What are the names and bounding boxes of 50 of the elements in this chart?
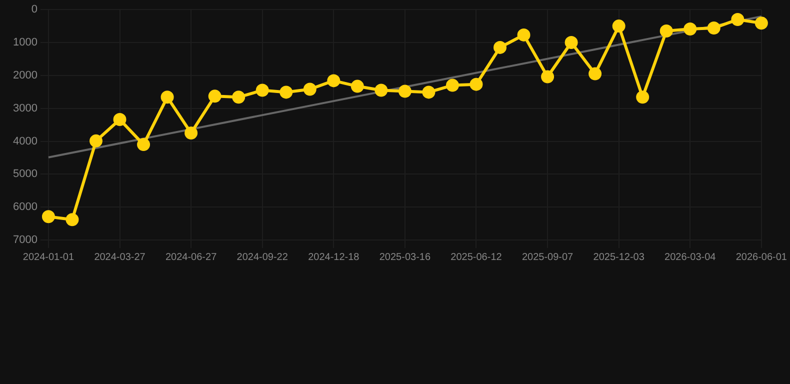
point	[564, 36, 578, 50]
point	[208, 90, 222, 103]
x-tick-label: 2025-09-07	[522, 252, 574, 263]
point	[754, 16, 768, 30]
point	[350, 80, 364, 93]
point	[256, 84, 269, 97]
point	[494, 40, 507, 54]
point	[470, 78, 483, 91]
point	[90, 134, 102, 148]
point	[280, 86, 293, 99]
point	[707, 22, 720, 35]
x-tick-label: 2024-06-27	[165, 252, 218, 263]
point	[731, 12, 744, 26]
point	[137, 138, 150, 152]
y-tick-label: 5000	[12, 168, 38, 180]
point	[612, 20, 626, 33]
y-tick-label: 3000	[12, 102, 38, 114]
point	[398, 84, 412, 98]
y-tick-label: 4000	[12, 135, 38, 148]
x-tick-label: 2026-03-04	[664, 252, 716, 263]
point	[541, 70, 554, 84]
x-tick-label: 2025-03-16	[379, 252, 431, 263]
point	[327, 74, 340, 88]
point	[446, 78, 459, 92]
x-tick-label: 2026-06-01	[736, 252, 788, 263]
y-tick-label: 6000	[12, 201, 38, 214]
x-tick-label: 2024-01-01	[22, 252, 74, 263]
point	[113, 113, 126, 126]
point	[636, 90, 650, 104]
point	[588, 67, 602, 80]
y-tick-label: 2000	[12, 69, 38, 82]
y-tick-label: 7000	[12, 234, 38, 246]
point	[42, 210, 55, 224]
point	[66, 213, 79, 226]
x-tick-label: 2024-09-22	[236, 252, 288, 263]
x-tick-label: 2024-12-18	[308, 252, 360, 263]
point	[184, 126, 198, 140]
point	[517, 28, 530, 42]
point	[303, 82, 316, 96]
x-tick-label: 2025-12-03	[593, 252, 645, 263]
point	[232, 90, 246, 104]
x-tick-label: 2025-06-12	[450, 252, 502, 263]
y-tick-label: 1000	[12, 36, 38, 49]
x-tick-label: 2024-03-27	[94, 252, 146, 263]
point	[422, 86, 436, 99]
point	[660, 24, 673, 38]
y-tick-label: 0	[31, 4, 38, 16]
point	[684, 22, 697, 36]
point	[160, 90, 174, 104]
point	[374, 84, 388, 97]
